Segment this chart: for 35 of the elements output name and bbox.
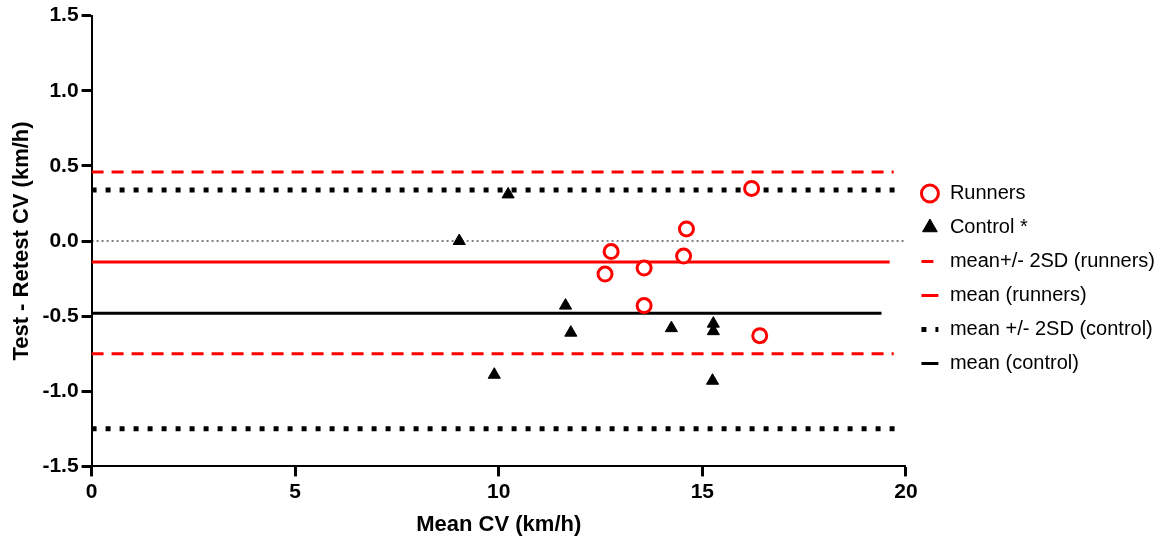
point — [675, 247, 693, 265]
legend-label: mean+/- 2SD (runners) — [949, 249, 1155, 272]
point — [487, 367, 501, 379]
y-axis-title: Test - Retest CV (km/h) — [8, 121, 34, 361]
point — [558, 298, 573, 310]
x-tick-label: 0 — [85, 478, 98, 502]
point — [635, 297, 653, 315]
point — [635, 259, 653, 277]
point — [677, 220, 695, 238]
point — [664, 320, 678, 333]
legend-label: mean (runners) — [949, 283, 1087, 306]
x-tick-label: 20 — [894, 478, 918, 502]
y-tick-label: -0.5 — [42, 302, 79, 326]
legend-label: mean (control) — [949, 351, 1079, 374]
y-tick-label: 1.0 — [49, 77, 79, 101]
point — [501, 186, 515, 199]
y-tick-label: -1.5 — [42, 453, 79, 477]
point — [705, 373, 720, 385]
legend-label: mean +/- 2SD (control) — [949, 317, 1153, 340]
y-tick-label: 0.0 — [49, 227, 79, 251]
x-tick-label: 10 — [487, 478, 511, 502]
point — [564, 325, 578, 337]
x-axis-title: Mean CV (km/h) — [416, 510, 582, 536]
y-tick-label: 0.5 — [49, 152, 79, 176]
point — [452, 233, 466, 245]
legend-label: Control * — [949, 215, 1028, 238]
point — [602, 243, 620, 261]
x-tick-label: 5 — [289, 478, 302, 502]
legend-label: Runners — [949, 181, 1026, 204]
point — [743, 179, 761, 197]
x-tick-label: 15 — [690, 478, 715, 502]
y-tick-label: -1.0 — [42, 378, 79, 402]
point — [596, 265, 614, 283]
y-tick-label: 1.5 — [49, 2, 79, 26]
point — [751, 327, 769, 345]
